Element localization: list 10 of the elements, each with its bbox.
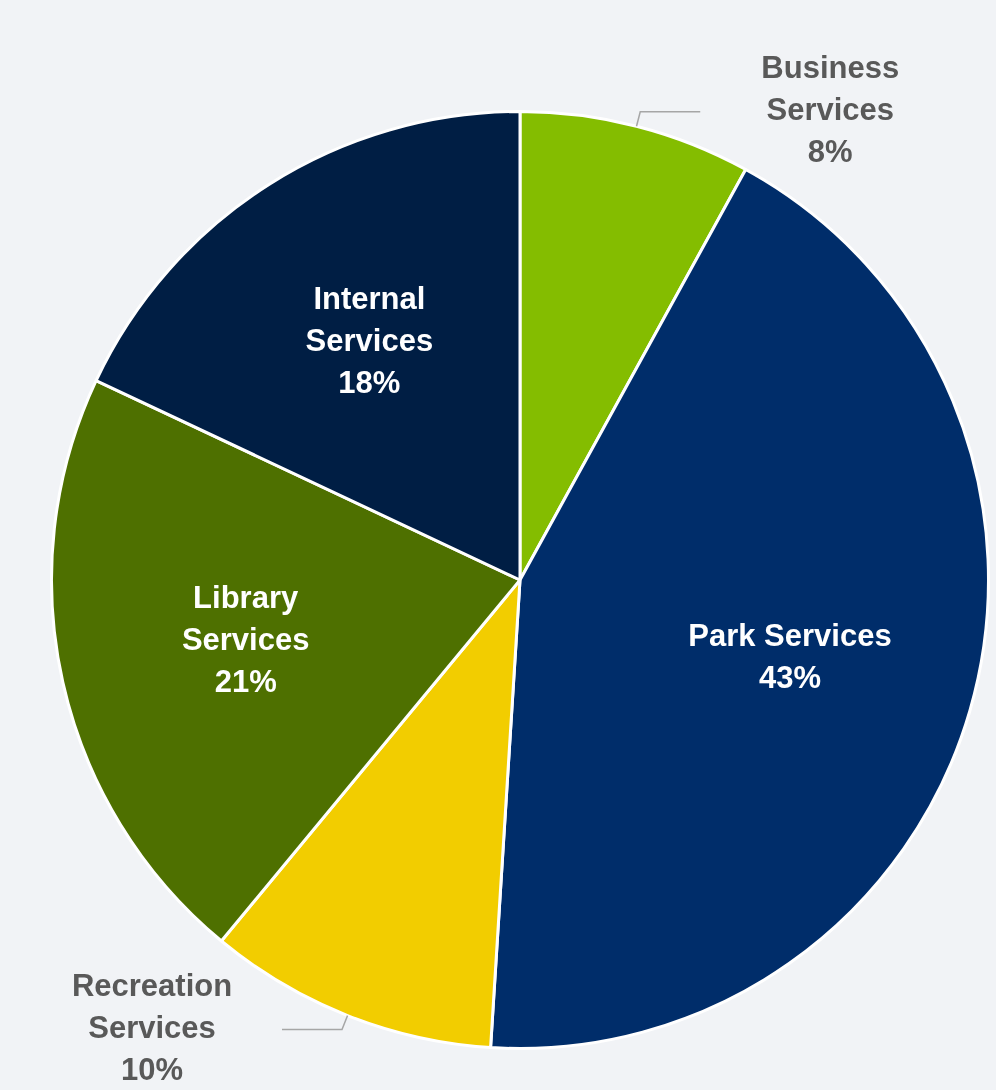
data-label: 43% [758, 659, 821, 695]
slice-label: Library Services [181, 579, 310, 657]
slice-label: Park Services [688, 617, 892, 653]
slice-label: Business Services [761, 50, 900, 128]
data-label: 10% [120, 1052, 184, 1088]
data-label: 21% [214, 663, 277, 699]
slice-label: Recreation Services [71, 968, 233, 1046]
data-label: 8% [807, 134, 853, 170]
slice-label: Internal Services [305, 281, 434, 359]
data-label: 18% [338, 365, 401, 401]
